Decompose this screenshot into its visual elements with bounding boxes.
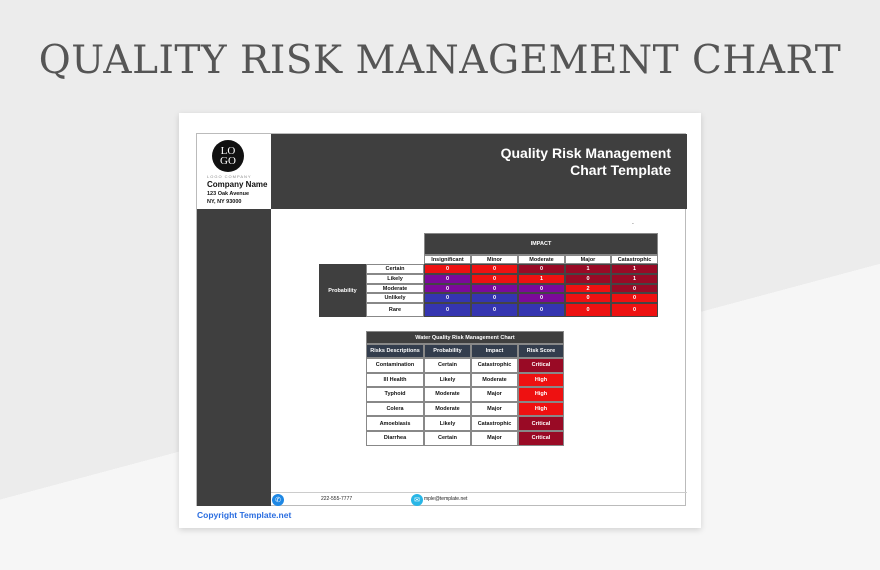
matrix-cell: 0 xyxy=(424,274,471,284)
risk-table-header: Risks Descriptions xyxy=(366,344,424,358)
matrix-cell: 1 xyxy=(565,264,611,274)
matrix-cell: 0 xyxy=(518,284,565,293)
risk-table-cell: Moderate xyxy=(424,401,471,417)
probability-row-label: Unlikely xyxy=(366,293,424,303)
matrix-cell: 0 xyxy=(471,303,518,317)
probability-row-label: Moderate xyxy=(366,284,424,293)
impact-header: IMPACT xyxy=(424,233,658,255)
matrix-cell: 0 xyxy=(471,264,518,274)
risk-table-header: Risk Score xyxy=(518,344,564,358)
phone-icon: ✆ xyxy=(272,494,284,506)
risk-table-cell: Catastrophic xyxy=(471,358,518,373)
impact-column-header: Insignificant xyxy=(424,255,471,264)
risk-table-header: Probability xyxy=(424,344,471,358)
footer-phone: 222-555-7777 xyxy=(321,496,353,502)
page-title: QUALITY RISK MANAGEMENT CHART xyxy=(38,38,842,83)
matrix-cell: 0 xyxy=(424,284,471,293)
matrix-cell: 2 xyxy=(565,284,611,293)
risk-table-cell: Certain xyxy=(424,431,471,446)
matrix-cell: 0 xyxy=(518,303,565,317)
risk-score-cell: High xyxy=(518,387,564,402)
risk-table-cell: Typhoid xyxy=(366,387,424,402)
company-block: LO GO LOGO COMPANY Company Name 123 Oak A… xyxy=(197,134,271,209)
risk-table-cell: Moderate xyxy=(424,387,471,402)
risk-table-cell: Diarrhea xyxy=(366,431,424,446)
risk-score-cell: High xyxy=(518,372,564,388)
logo: LO GO xyxy=(212,140,244,172)
matrix-cell: 0 xyxy=(565,274,611,284)
header-banner: Quality Risk Management Chart Template xyxy=(271,134,687,209)
matrix-cell: 0 xyxy=(471,274,518,284)
risk-table-header: Impact xyxy=(471,344,518,358)
stray-mark: ` xyxy=(632,224,634,230)
address-line-2: NY, NY 93000 xyxy=(207,199,242,205)
logo-subtext: LOGO COMPANY xyxy=(207,174,252,179)
risk-table-cell: Likely xyxy=(424,372,471,388)
impact-column-header: Minor xyxy=(471,255,518,264)
risk-table-cell: Catastrophic xyxy=(471,416,518,431)
footer: ✆ 222-555-7777 ✉ mple@template.net xyxy=(271,492,687,506)
probability-row-label: Rare xyxy=(366,303,424,317)
copyright-link[interactable]: Copyright Template.net xyxy=(197,510,292,520)
risk-table-cell: Likely xyxy=(424,416,471,431)
header-title: Quality Risk Management Chart Template xyxy=(501,145,671,179)
impact-column-header: Catastrophic xyxy=(611,255,658,264)
risk-table-cell: Ill Health xyxy=(366,372,424,388)
matrix-cell: 0 xyxy=(424,293,471,303)
impact-column-header: Major xyxy=(565,255,611,264)
matrix-cell: 0 xyxy=(471,293,518,303)
risk-table-cell: Colera xyxy=(366,401,424,417)
matrix-cell: 1 xyxy=(611,274,658,284)
probability-row-label: Certain xyxy=(366,264,424,274)
risk-table-cell: Major xyxy=(471,401,518,417)
risk-table-cell: Moderate xyxy=(471,372,518,388)
matrix-cell: 1 xyxy=(518,274,565,284)
risk-table-cell: Certain xyxy=(424,358,471,373)
matrix-cell: 0 xyxy=(611,293,658,303)
sheet: LO GO LOGO COMPANY Company Name 123 Oak A… xyxy=(196,133,687,506)
risk-table-cell: Amoebiasis xyxy=(366,416,424,431)
risk-table-cell: Major xyxy=(471,431,518,446)
matrix-cell: 0 xyxy=(611,303,658,317)
impact-column-header: Moderate xyxy=(518,255,565,264)
matrix-cell: 1 xyxy=(611,264,658,274)
probability-label: Probability xyxy=(319,264,366,317)
risk-score-cell: Critical xyxy=(518,416,564,431)
matrix-cell: 0 xyxy=(518,293,565,303)
sidebar xyxy=(197,209,271,506)
matrix-cell: 0 xyxy=(611,284,658,293)
header-title-line-2: Chart Template xyxy=(570,162,671,178)
header-title-line-1: Quality Risk Management xyxy=(500,145,671,161)
matrix-cell: 0 xyxy=(424,264,471,274)
risk-table-cell: Major xyxy=(471,387,518,402)
risk-score-cell: High xyxy=(518,401,564,417)
risk-score-cell: Critical xyxy=(518,358,564,373)
risk-table-title: Water Quality Risk Management Chart xyxy=(366,331,564,344)
mail-icon: ✉ xyxy=(411,494,423,506)
risk-score-cell: Critical xyxy=(518,431,564,446)
company-name: Company Name xyxy=(207,180,268,189)
footer-email: mple@template.net xyxy=(424,496,468,502)
matrix-cell: 0 xyxy=(518,264,565,274)
matrix-cell: 0 xyxy=(565,293,611,303)
risk-table-cell: Contamination xyxy=(366,358,424,373)
matrix-cell: 0 xyxy=(471,284,518,293)
probability-row-label: Likely xyxy=(366,274,424,284)
address-line-1: 123 Oak Avenue xyxy=(207,191,250,197)
matrix-cell: 0 xyxy=(424,303,471,317)
matrix-cell: 0 xyxy=(565,303,611,317)
